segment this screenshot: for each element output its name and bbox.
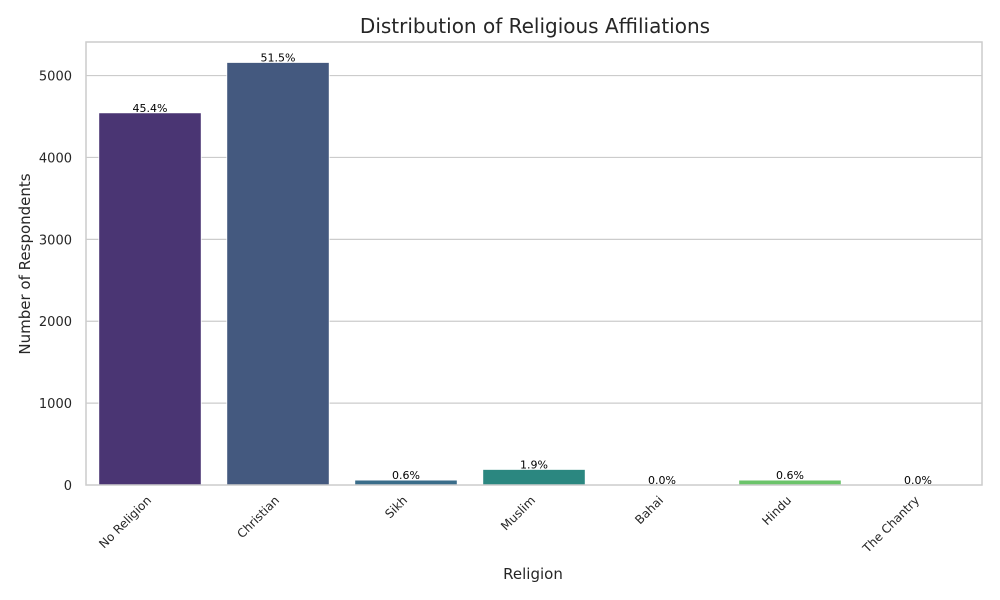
y-tick-label: 3000	[39, 233, 72, 248]
bar-christian	[226, 62, 330, 486]
y-tick-label: 0	[64, 479, 72, 494]
y-tick-label: 2000	[39, 315, 72, 330]
data-label: 45.4%	[133, 102, 168, 115]
bars	[98, 62, 970, 486]
data-label: 0.6%	[392, 469, 420, 482]
y-tick-label: 4000	[39, 151, 72, 166]
bar-muslim	[482, 469, 586, 486]
x-axis-label: Religion	[503, 565, 563, 583]
data-label: 1.9%	[520, 458, 548, 471]
data-labels: 45.4% 51.5% 0.6% 1.9% 0.0% 0.6% 0.0%	[133, 51, 932, 486]
y-axis-label: Number of Respondents	[16, 173, 34, 354]
chart-title: Distribution of Religious Affiliations	[360, 14, 710, 38]
y-tick-label: 5000	[39, 70, 72, 85]
bar-no-religion	[98, 112, 202, 486]
plot-frame	[85, 41, 983, 486]
y-tick-labels: 0 1000 2000 3000 4000 5000	[39, 70, 72, 494]
data-label: 0.0%	[904, 474, 932, 487]
data-label: 0.6%	[776, 469, 804, 482]
data-label: 0.0%	[648, 474, 676, 487]
y-tick-label: 1000	[39, 397, 72, 412]
data-label: 51.5%	[261, 51, 296, 64]
